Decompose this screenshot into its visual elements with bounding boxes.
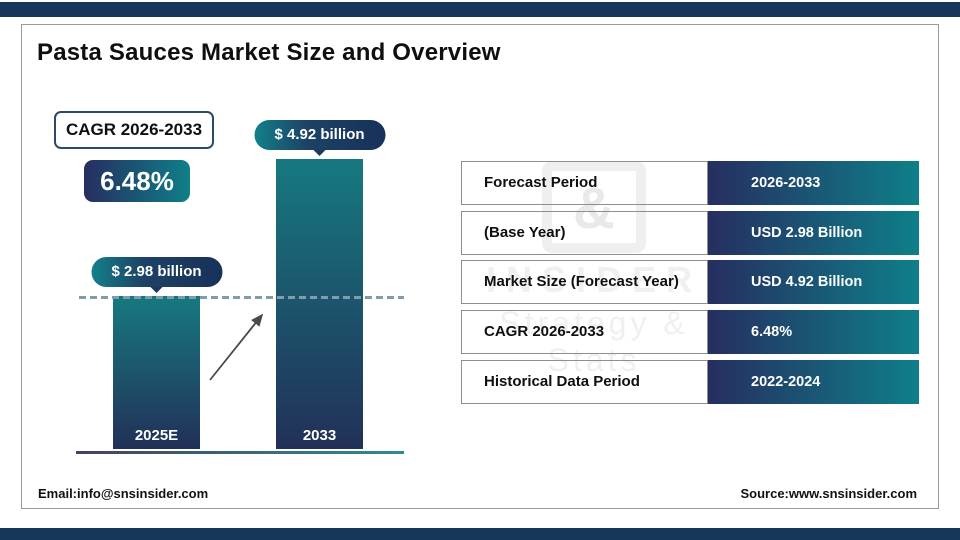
growth-arrow-icon: [209, 313, 264, 381]
footer-source: Source:www.snsinsider.com: [740, 486, 917, 501]
cagr-period-label: CAGR 2026-2033: [54, 111, 214, 149]
bar-2025: $ 2.98 billion 2025E: [91, 257, 222, 449]
page-title: Pasta Sauces Market Size and Overview: [37, 39, 501, 66]
row-label: Forecast Period: [461, 161, 708, 205]
row-value: USD 4.92 Billion: [708, 260, 919, 304]
row-value: USD 2.98 Billion: [708, 211, 919, 255]
row-value: 6.48%: [708, 310, 919, 354]
bar-2025-value-label: $ 2.98 billion: [111, 263, 202, 280]
bar-2025-category-label: 2025E: [134, 427, 179, 444]
row-label: (Base Year): [461, 211, 708, 255]
reference-dashed-line: [79, 296, 404, 299]
bar-2025-value-pill: $ 2.98 billion: [91, 257, 222, 287]
row-label: Historical Data Period: [461, 360, 708, 404]
table-row: Historical Data Period 2022-2024: [461, 360, 919, 404]
watermark-brand-text: INSIDER: [485, 259, 703, 300]
bottom-banner-strip: [0, 528, 960, 540]
table-row: Market Size (Forecast Year) USD 4.92 Bil…: [461, 260, 919, 304]
cagr-value-badge: 6.48%: [84, 160, 190, 202]
row-value: 2026-2033: [708, 161, 919, 205]
bar-2033-category-label: 2033: [302, 427, 337, 444]
bar-2033-value-pill: $ 4.92 billion: [254, 120, 385, 150]
row-value: 2022-2024: [708, 360, 919, 404]
content-frame: Pasta Sauces Market Size and Overview & …: [21, 24, 939, 509]
top-banner-strip: [0, 2, 960, 17]
footer-email: Email:info@snsinsider.com: [38, 486, 209, 501]
bar-2033-value-label: $ 4.92 billion: [274, 126, 365, 143]
bar-2033: $ 4.92 billion 2033: [254, 120, 385, 449]
chart-baseline-axis: [76, 451, 404, 454]
row-label: Market Size (Forecast Year): [461, 260, 708, 304]
table-row: CAGR 2026-2033 6.48%: [461, 310, 919, 354]
watermark-logo-icon: &: [542, 161, 646, 253]
table-row: (Base Year) USD 2.98 Billion: [461, 211, 919, 255]
row-label: CAGR 2026-2033: [461, 310, 708, 354]
table-row: Forecast Period 2026-2033: [461, 161, 919, 205]
